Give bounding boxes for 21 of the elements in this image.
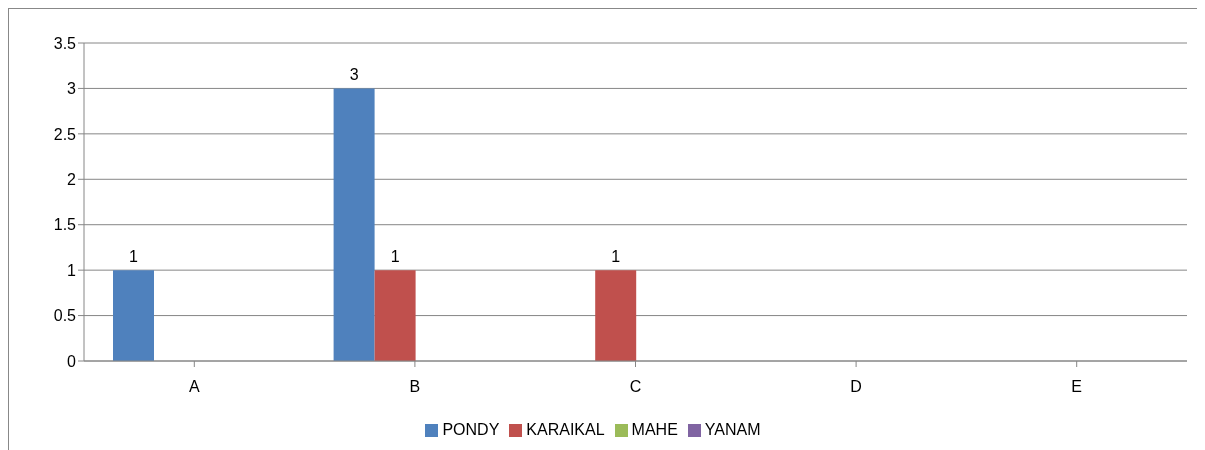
y-tick-label: 3.5 — [53, 34, 77, 52]
data-label: 1 — [129, 248, 139, 266]
x-tick-label: D — [850, 378, 862, 396]
y-tick-label: 1 — [67, 261, 77, 279]
data-label: 3 — [349, 66, 359, 84]
y-tick-label: 3 — [67, 80, 77, 98]
y-tick-label: 0.5 — [53, 307, 77, 325]
x-tick-label: C — [629, 378, 642, 396]
x-tick-label: E — [1071, 378, 1083, 396]
legend-label: KARAIKAL — [526, 421, 605, 438]
y-tick-label: 1.5 — [53, 216, 77, 234]
x-tick-label: A — [188, 378, 200, 396]
legend-label: PONDY — [442, 421, 500, 438]
data-label: 1 — [390, 248, 400, 266]
x-tick-label: B — [409, 378, 421, 396]
legend-label: MAHE — [631, 421, 678, 438]
y-tick-label: 2.5 — [53, 125, 77, 143]
y-tick-label: 0 — [67, 352, 77, 370]
y-tick-label: 2 — [67, 170, 77, 188]
data-label: 1 — [611, 248, 621, 266]
legend-label: YANAM — [704, 421, 761, 438]
